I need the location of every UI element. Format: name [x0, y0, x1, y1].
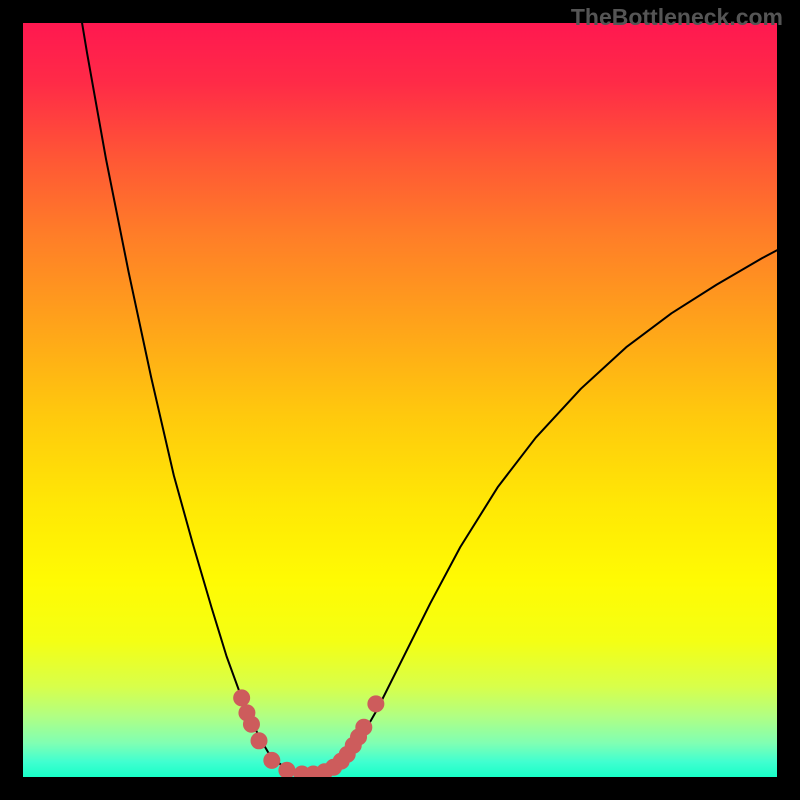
data-marker	[279, 762, 295, 778]
watermark-text: TheBottleneck.com	[571, 4, 783, 31]
data-marker	[251, 733, 267, 749]
data-marker	[368, 696, 384, 712]
data-marker	[356, 719, 372, 735]
data-marker	[234, 690, 250, 706]
chart-container: TheBottleneck.com	[0, 0, 800, 800]
bottleneck-curve-chart	[0, 0, 800, 800]
data-marker	[243, 716, 259, 732]
data-marker	[264, 752, 280, 768]
